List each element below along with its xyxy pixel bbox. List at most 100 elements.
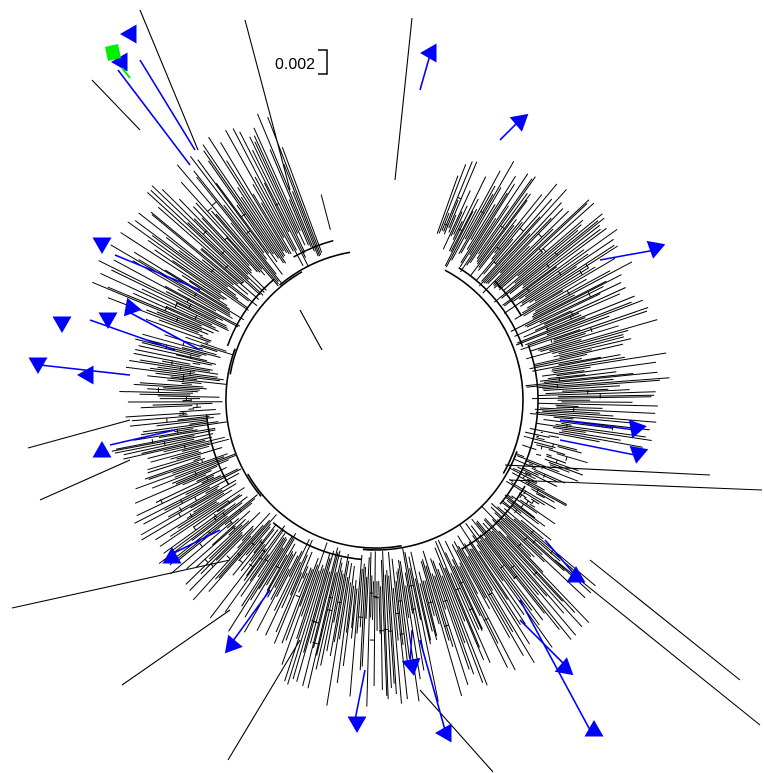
tree-branch bbox=[460, 161, 515, 254]
tree-branch bbox=[556, 361, 657, 377]
tree-branch bbox=[181, 382, 192, 385]
tree-branch bbox=[185, 468, 239, 496]
tree-branch bbox=[524, 253, 589, 298]
tree-branch bbox=[365, 557, 370, 619]
tree-branch bbox=[134, 220, 237, 296]
clade-connector bbox=[520, 504, 524, 508]
tree-branch bbox=[226, 237, 258, 273]
tree-branch bbox=[336, 582, 351, 684]
tree-branch bbox=[524, 431, 550, 438]
tree-branch bbox=[476, 544, 504, 582]
tree-branch bbox=[404, 552, 424, 653]
tree-branch bbox=[522, 444, 537, 451]
tree-branch bbox=[111, 269, 227, 327]
tree-branch bbox=[420, 561, 440, 625]
tree-branch bbox=[189, 421, 208, 425]
tree-branch bbox=[285, 569, 313, 641]
tree-branch bbox=[133, 352, 191, 365]
tree-branch bbox=[478, 550, 525, 616]
highlighted-branch bbox=[169, 529, 221, 556]
tree-branch bbox=[402, 548, 425, 671]
tree-branch bbox=[475, 183, 558, 282]
tree-branch bbox=[192, 535, 252, 601]
clade-connector bbox=[295, 594, 300, 598]
tree-branch bbox=[244, 532, 297, 618]
backbone-arc bbox=[247, 473, 402, 549]
tree-branch bbox=[539, 371, 617, 382]
tree-branch bbox=[329, 553, 349, 657]
tree-branch bbox=[396, 571, 409, 666]
tree-branch bbox=[170, 450, 200, 460]
tree-branch bbox=[448, 214, 457, 233]
tree-branch bbox=[512, 467, 536, 480]
tree-branch bbox=[502, 227, 607, 306]
tree-branch bbox=[529, 503, 536, 508]
tree-branch bbox=[147, 388, 199, 393]
tree-branch bbox=[116, 429, 216, 450]
tree-branch bbox=[513, 518, 583, 578]
long-branch bbox=[509, 479, 763, 491]
tree-branch bbox=[504, 494, 536, 519]
tree-branch bbox=[529, 358, 582, 370]
tree-branch bbox=[491, 221, 523, 260]
tree-branch bbox=[497, 203, 588, 288]
tree-branch bbox=[466, 173, 529, 266]
tree-branch bbox=[226, 518, 240, 529]
tree-branch bbox=[555, 404, 579, 408]
tree-branch bbox=[172, 503, 236, 551]
tree-branch bbox=[169, 494, 258, 566]
tree-branch bbox=[498, 251, 544, 291]
tree-branch bbox=[437, 539, 480, 630]
tree-branch bbox=[482, 245, 530, 294]
backbone-arc bbox=[362, 451, 518, 551]
tip-marker-triangle bbox=[554, 657, 574, 676]
tree-branch bbox=[470, 525, 544, 621]
tree-branch bbox=[181, 347, 221, 358]
tree-branch bbox=[134, 470, 212, 504]
tree-branch bbox=[172, 453, 228, 474]
tree-branch bbox=[506, 494, 514, 500]
highlighted-branch bbox=[409, 629, 413, 666]
tree-branch bbox=[510, 482, 556, 510]
tree-branch bbox=[141, 483, 237, 541]
tip-marker-triangle bbox=[98, 312, 118, 329]
tree-branch bbox=[520, 499, 556, 525]
tree-branch bbox=[531, 488, 555, 503]
highlighted-branch bbox=[89, 319, 176, 351]
tree-branch bbox=[342, 585, 355, 667]
highlighted-branch bbox=[419, 54, 431, 91]
tree-branch bbox=[110, 244, 231, 316]
tree-branch bbox=[452, 220, 463, 240]
backbone-arc bbox=[272, 521, 363, 561]
tree-branch bbox=[484, 537, 545, 614]
tree-branch bbox=[558, 356, 601, 366]
tree-branch bbox=[193, 457, 202, 462]
tree-branch bbox=[535, 493, 545, 499]
tree-branch bbox=[501, 220, 599, 299]
tree-branch bbox=[155, 372, 221, 382]
tree-branch bbox=[459, 192, 508, 268]
tree-branch bbox=[151, 235, 239, 300]
tree-branch bbox=[273, 551, 313, 644]
tree-branch bbox=[542, 410, 614, 417]
tree-branch bbox=[391, 558, 408, 700]
highlighted-branch bbox=[519, 599, 591, 731]
tree-branch bbox=[181, 438, 230, 452]
tree-branch bbox=[246, 548, 267, 576]
tree-branch bbox=[438, 164, 467, 234]
tree-branch bbox=[505, 496, 546, 527]
tree-branch bbox=[515, 317, 586, 346]
tree-branch bbox=[136, 475, 222, 517]
tip-marker-triangle bbox=[224, 634, 243, 654]
tree-branch bbox=[477, 178, 533, 255]
clade-connector bbox=[178, 506, 183, 512]
tree-branch bbox=[361, 576, 368, 667]
tree-branch bbox=[526, 282, 622, 328]
tip-marker-triangle bbox=[509, 113, 529, 132]
tree-branch bbox=[525, 460, 579, 482]
tree-branch bbox=[521, 467, 539, 476]
tree-branch bbox=[350, 588, 358, 639]
tree-branch bbox=[253, 127, 301, 232]
tip-marker-triangle bbox=[162, 547, 182, 564]
tree-branch bbox=[132, 260, 233, 319]
